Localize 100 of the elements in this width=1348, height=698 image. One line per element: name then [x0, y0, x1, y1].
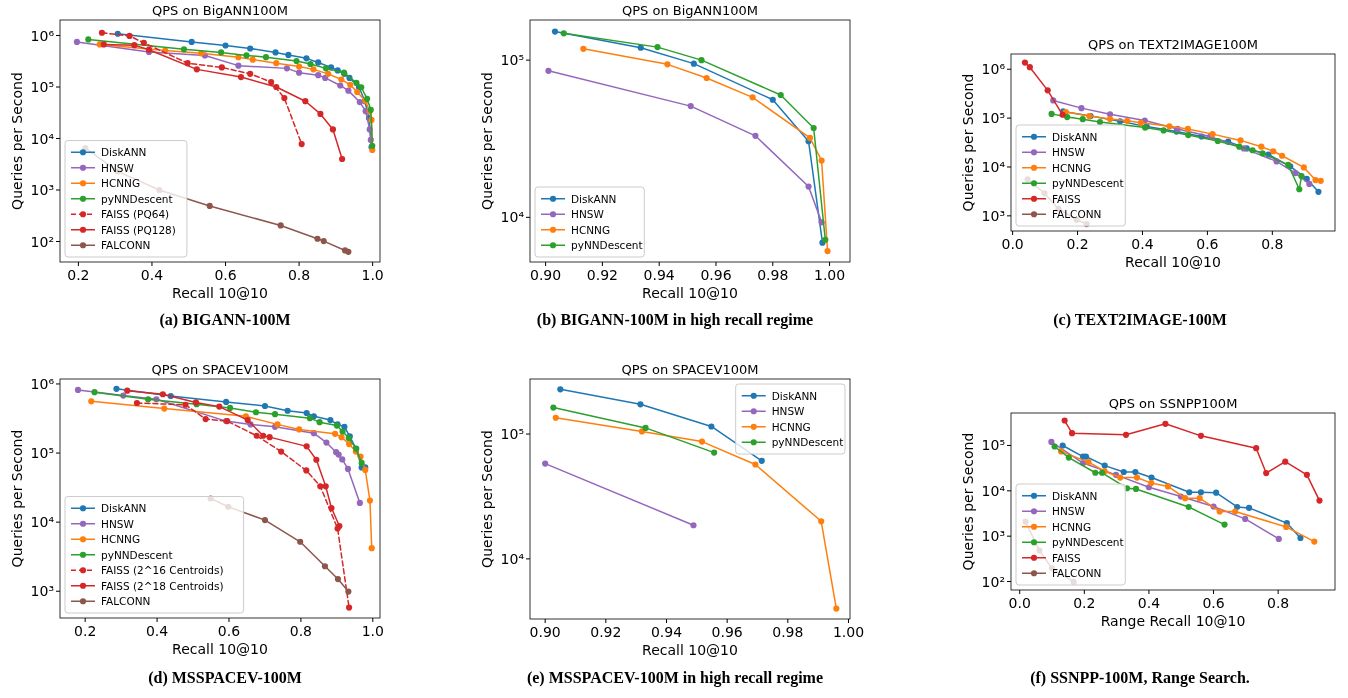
- x-tick-label: 0.90: [529, 624, 561, 640]
- y-axis-title: Queries per Second: [960, 432, 976, 571]
- legend-label: HCNNG: [1052, 161, 1092, 174]
- legend-label: FAISS (PQ64): [101, 208, 170, 221]
- text: (d) MSSPACEV-100M: [148, 669, 302, 687]
- legend-label: DiskANN: [1052, 130, 1098, 143]
- x-tick-label: 0.6: [1202, 595, 1225, 611]
- x-tick-label: 0.2: [1066, 236, 1089, 252]
- legend-label: pyNNDescent: [1052, 177, 1124, 190]
- legend-label: HCNNG: [571, 223, 611, 236]
- chart-title: QPS on BigANN100M: [622, 3, 758, 18]
- x-axis-title: Recall 10@10: [172, 641, 268, 657]
- x-tick-label: 1.0: [361, 623, 384, 639]
- x-tick-label: 0.92: [590, 624, 622, 640]
- y-axis-title: Queries per Second: [479, 72, 495, 210]
- x-tick-label: 0.2: [67, 267, 90, 283]
- legend-label: HCNNG: [771, 420, 811, 433]
- x-tick-label: 0.8: [289, 623, 313, 639]
- x-tick-label: 0.0: [1008, 595, 1031, 611]
- chart-title: QPS on SPACEV100M: [621, 362, 759, 377]
- y-tick-label: 10⁶: [30, 27, 55, 44]
- x-tick-label: 0.6: [1196, 236, 1219, 252]
- y-tick-label: 10⁵: [981, 437, 1005, 454]
- legend-label: FAISS (2^16 Centroids): [101, 564, 224, 577]
- x-axis-title: Range Recall 10@10: [1100, 613, 1246, 629]
- y-tick-label: 10⁵: [500, 52, 524, 69]
- y-tick-label: 10⁵: [30, 79, 54, 95]
- chart-title: QPS on SSNPP100M: [1108, 396, 1238, 411]
- x-tick-label: 0.4: [145, 623, 169, 639]
- legend-label: pyNNDescent: [771, 436, 844, 449]
- y-tick-label: 10⁵: [30, 445, 54, 462]
- legend-label: FALCONN: [101, 239, 151, 252]
- legend-label: DiskANN: [571, 192, 617, 205]
- y-tick-label: 10²: [30, 233, 54, 250]
- x-tick-label: 0.4: [1131, 236, 1154, 252]
- y-tick-label: 10³: [30, 182, 54, 199]
- x-tick-label: 1.00: [832, 624, 865, 640]
- text: (c) TEXT2IMAGE-100M: [1053, 311, 1227, 329]
- y-tick-label: 10⁵: [500, 426, 524, 443]
- y-tick-label: 10³: [30, 583, 54, 600]
- x-tick-label: 0.8: [1267, 595, 1290, 611]
- y-axis-title: Queries per Second: [9, 429, 25, 568]
- x-tick-label: 1.00: [813, 267, 846, 283]
- legend-label: FALCONN: [1052, 567, 1102, 580]
- text: (f) SSNPP-100M, Range Search.: [1030, 669, 1250, 687]
- x-tick-label: 0.2: [74, 623, 97, 639]
- x-tick-label: 0.90: [530, 267, 562, 283]
- legend-label: pyNNDescent: [571, 239, 643, 252]
- x-tick-label: 0.98: [772, 624, 804, 640]
- legend-label: FAISS: [1052, 192, 1082, 205]
- x-tick-label: 0.96: [711, 624, 743, 640]
- x-tick-label: 0.94: [643, 267, 675, 283]
- y-tick-label: 10⁶: [981, 61, 1006, 78]
- y-tick-label: 10²: [981, 573, 1005, 590]
- legend-label: HNSW: [1052, 146, 1086, 159]
- legend-label: FALCONN: [1052, 208, 1102, 221]
- x-axis-title: Recall 10@10: [642, 285, 738, 301]
- x-tick-label: 0.6: [214, 267, 237, 283]
- y-tick-label: 10⁵: [981, 110, 1005, 127]
- x-tick-label: 0.92: [586, 267, 618, 283]
- legend-label: HCNNG: [101, 177, 141, 190]
- x-tick-label: 0.8: [1261, 236, 1284, 252]
- legend-label: HNSW: [771, 405, 806, 418]
- legend-label: pyNNDescent: [101, 548, 173, 561]
- legend-label: HNSW: [101, 161, 135, 174]
- y-tick-label: 10³: [981, 528, 1005, 545]
- x-tick-label: 0.96: [700, 267, 732, 283]
- x-tick-label: 0.2: [1073, 595, 1096, 611]
- x-tick-label: 0.94: [650, 624, 683, 640]
- y-tick-label: 10⁴: [30, 130, 55, 147]
- x-tick-label: 0.8: [287, 267, 311, 283]
- x-tick-label: 1.0: [361, 267, 384, 283]
- y-tick-label: 10⁴: [981, 482, 1006, 499]
- legend-label: DiskANN: [771, 389, 818, 402]
- legend-label: HCNNG: [101, 533, 141, 546]
- x-axis-title: Recall 10@10: [642, 642, 738, 658]
- x-tick-label: 0.98: [757, 267, 789, 283]
- y-tick-label: 10⁴: [30, 514, 55, 531]
- chart-title: QPS on BigANN100M: [152, 3, 288, 18]
- x-tick-label: 0.4: [140, 267, 164, 283]
- chart-title: QPS on SPACEV100M: [151, 362, 289, 377]
- y-tick-label: 10⁶: [30, 375, 55, 392]
- x-tick-label: 0.6: [217, 623, 241, 639]
- legend-label: pyNNDescent: [1052, 536, 1124, 549]
- text: (a) BIGANN-100M: [159, 311, 291, 329]
- x-axis-title: Recall 10@10: [1125, 254, 1221, 270]
- legend-label: HNSW: [571, 208, 605, 221]
- legend-label: DiskANN: [101, 502, 147, 515]
- y-tick-label: 10⁴: [500, 550, 525, 567]
- legend-label: HNSW: [101, 517, 135, 530]
- y-axis-title: Queries per Second: [9, 72, 25, 210]
- y-tick-label: 10⁴: [500, 209, 525, 226]
- y-tick-label: 10³: [981, 207, 1005, 224]
- chart-title: QPS on TEXT2IMAGE100M: [1088, 37, 1258, 52]
- legend-label: DiskANN: [101, 146, 147, 159]
- x-axis-title: Recall 10@10: [172, 285, 268, 301]
- legend-label: FAISS (PQ128): [101, 223, 176, 236]
- legend-label: HNSW: [1052, 505, 1086, 518]
- legend-label: FAISS (2^18 Centroids): [101, 579, 224, 592]
- y-axis-title: Queries per Second: [960, 73, 976, 212]
